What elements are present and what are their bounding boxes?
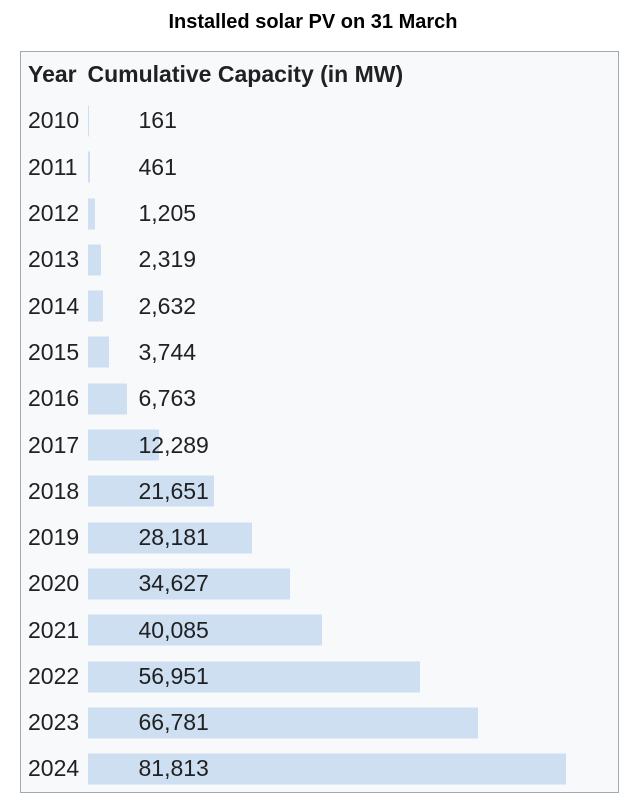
capacity-cell: 28,181 (87, 514, 619, 560)
capacity-bar (87, 151, 91, 183)
capacity-cell: 66,781 (87, 700, 619, 746)
year-cell: 2016 (28, 385, 80, 412)
capacity-bar (87, 244, 101, 276)
capacity-value: 2,632 (138, 292, 197, 319)
capacity-cell: 2,632 (87, 283, 619, 329)
table-row: 2016 6,763 (21, 376, 619, 422)
table-row: 2013 2,319 (21, 237, 619, 283)
capacity-value: 40,085 (138, 616, 209, 643)
table-row: 2017 12,289 (21, 422, 619, 468)
year-cell: 2023 (28, 709, 80, 736)
year-cell: 2012 (28, 200, 80, 227)
capacity-cell: 3,744 (87, 329, 619, 375)
capacity-bar (87, 707, 478, 739)
capacity-bar (87, 753, 566, 785)
year-cell: 2018 (28, 477, 80, 504)
year-cell: 2010 (28, 107, 80, 134)
year-cell: 2022 (28, 663, 80, 689)
capacity-value: 3,744 (138, 338, 197, 365)
capacity-value: 6,763 (138, 385, 197, 412)
capacity-bar (87, 614, 322, 646)
table-row: 2019 28,181 (21, 514, 619, 560)
year-cell: 2011 (28, 153, 78, 180)
capacity-cell: 2,319 (87, 237, 619, 283)
table-row: 2012 1,205 (21, 190, 619, 236)
table-row: 2023 66,781 (21, 700, 619, 746)
capacity-value: 66,781 (138, 709, 209, 736)
table-row: 2018 21,651 (21, 468, 619, 514)
capacity-value: 461 (138, 153, 177, 180)
table-header-row: Year Cumulative Capacity (in MW) (21, 52, 619, 98)
solar-pv-table: Year Cumulative Capacity (in MW) 2010 161… (20, 51, 619, 793)
capacity-cell: 81,813 (87, 746, 619, 792)
year-cell: 2015 (28, 338, 80, 365)
capacity-bar (87, 475, 214, 507)
capacity-value: 2,319 (138, 246, 197, 273)
capacity-cell: 40,085 (87, 607, 619, 653)
capacity-cell: 56,951 (87, 653, 619, 699)
year-cell: 2021 (28, 616, 80, 643)
capacity-cell: 12,289 (87, 422, 619, 468)
table-row: 2010 161 (21, 98, 619, 144)
page-title: Installed solar PV on 31 March (168, 11, 458, 33)
table-row: 2024 81,813 (21, 746, 619, 792)
table-row: 2014 2,632 (21, 283, 619, 329)
year-cell: 2019 (28, 524, 80, 551)
year-cell: 2014 (28, 292, 80, 319)
capacity-value: 28,181 (138, 524, 209, 551)
capacity-bar (87, 522, 253, 554)
table-row: 2011 461 (21, 144, 619, 190)
capacity-value: 34,627 (138, 570, 209, 597)
column-header-capacity: Cumulative Capacity (in MW) (87, 61, 404, 88)
table-row: 2020 34,627 (21, 561, 619, 607)
column-header-year: Year (28, 61, 77, 88)
capacity-cell: 1,205 (87, 190, 619, 236)
capacity-cell: 161 (87, 98, 619, 144)
capacity-cell: 461 (87, 144, 619, 190)
capacity-bar (87, 336, 110, 368)
capacity-value: 12,289 (138, 431, 209, 458)
table-row: 2015 3,744 (21, 329, 619, 375)
capacity-bar (87, 661, 421, 692)
capacity-cell: 34,627 (87, 561, 619, 607)
capacity-bar (87, 105, 89, 137)
capacity-value: 1,205 (138, 200, 197, 227)
capacity-bar (87, 568, 290, 600)
capacity-value: 21,651 (138, 477, 209, 504)
capacity-value: 56,951 (138, 663, 209, 689)
table-row: 2021 40,085 (21, 607, 619, 653)
capacity-value: 161 (138, 107, 177, 134)
year-cell: 2013 (28, 246, 80, 273)
year-cell: 2024 (28, 755, 80, 782)
capacity-cell: 6,763 (87, 376, 619, 422)
capacity-bar (87, 198, 95, 230)
year-cell: 2017 (28, 431, 80, 458)
capacity-bar (87, 429, 160, 461)
table-row: 2022 56,951 (21, 653, 619, 699)
capacity-bar (87, 290, 103, 322)
capacity-cell: 21,651 (87, 468, 619, 514)
year-cell: 2020 (28, 570, 80, 597)
capacity-bar (87, 383, 127, 415)
capacity-value: 81,813 (138, 755, 209, 782)
